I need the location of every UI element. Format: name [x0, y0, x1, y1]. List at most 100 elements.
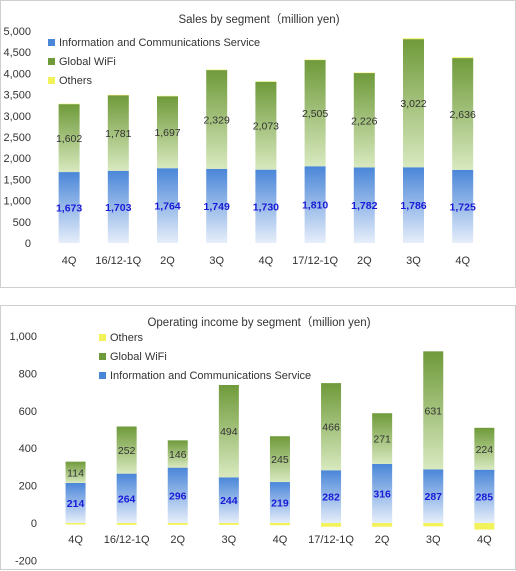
operating-income-chart: Operating income by segment（million yen)…	[1, 306, 516, 571]
y-tick-label: 3,000	[3, 111, 31, 123]
legend-label-wifi: Global WiFi	[59, 56, 116, 68]
data-label-info: 287	[424, 491, 442, 503]
x-category-label: 16/12-1Q	[104, 534, 150, 546]
legend-swatch-info	[48, 39, 55, 46]
x-category-label: 17/12-1Q	[292, 255, 338, 267]
data-label-info: 1,749	[204, 201, 230, 213]
data-label-info: 1,725	[450, 201, 476, 213]
y-tick-label: 5,000	[3, 26, 31, 38]
bar-others-segment	[423, 523, 443, 526]
x-category-label: 17/12-1Q	[308, 534, 354, 546]
legend-label-info: Information and Communications Service	[59, 37, 260, 49]
y-tick-label: 0	[31, 518, 37, 530]
legend-label-others: Others	[59, 75, 93, 87]
data-label-info: 1,786	[400, 200, 426, 212]
x-category-label: 3Q	[222, 534, 237, 546]
bar-others-segment	[219, 523, 239, 525]
data-label-wifi: 224	[476, 444, 494, 456]
bar-others-segment	[403, 38, 424, 39]
y-tick-label: 0	[25, 238, 31, 250]
data-label-info: 285	[476, 491, 494, 503]
y-tick-label: 1,000	[9, 331, 37, 343]
data-label-info: 1,764	[154, 201, 180, 213]
y-tick-label: 800	[19, 368, 37, 380]
data-label-wifi: 146	[169, 449, 187, 461]
chart-title: Sales by segment（million yen)	[178, 13, 339, 26]
data-label-info: 219	[271, 498, 289, 510]
sales-chart: Sales by segment（million yen) 0 500 1,000 1,…	[1, 1, 516, 289]
legend-swatch-wifi	[48, 58, 55, 65]
x-category-label: 4Q	[62, 255, 77, 267]
y-tick-label: 500	[13, 217, 31, 229]
y-tick-label: 1,500	[3, 174, 31, 186]
sales-chart-panel: Sales by segment（million yen) 0 500 1,000 1,…	[0, 0, 516, 288]
data-label-info: 214	[67, 498, 85, 510]
x-category-label: 16/12-1Q	[95, 255, 141, 267]
x-category-label: 2Q	[375, 534, 390, 546]
data-label-wifi: 114	[67, 467, 84, 479]
x-category-label: 4Q	[68, 534, 83, 546]
bar-others-segment	[452, 57, 473, 58]
bar-others-segment	[321, 523, 341, 527]
y-tick-label: 4,500	[3, 47, 31, 59]
x-category-label: 2Q	[170, 534, 185, 546]
data-label-wifi: 271	[373, 434, 391, 446]
bar-others-segment	[168, 523, 188, 525]
legend-swatch-wifi	[99, 353, 106, 360]
data-label-wifi: 2,073	[253, 121, 279, 133]
data-label-info: 296	[169, 490, 187, 502]
x-category-label: 3Q	[209, 255, 224, 267]
bar-others-segment	[270, 523, 290, 525]
y-tick-label: 3,500	[3, 90, 31, 102]
x-category-label: 2Q	[160, 255, 175, 267]
y-tick-label: 200	[19, 481, 37, 493]
x-category-label: 3Q	[406, 255, 421, 267]
y-tick-label: 1,000	[3, 196, 31, 208]
data-label-wifi: 252	[118, 445, 136, 457]
x-category-label: 4Q	[477, 534, 492, 546]
bar-others-segment	[372, 523, 392, 527]
legend-label-info: Information and Communications Service	[110, 370, 311, 382]
y-tick-label: 2,000	[3, 153, 31, 165]
y-tick-label: 4,000	[3, 68, 31, 80]
data-label-wifi: 2,636	[450, 109, 476, 121]
bar-others-segment	[66, 523, 86, 524]
data-label-info: 282	[322, 492, 340, 504]
bar-others-segment	[117, 523, 137, 525]
bar-others-segment	[474, 523, 494, 530]
data-label-wifi: 2,329	[204, 114, 230, 126]
data-label-info: 1,782	[351, 200, 377, 212]
y-tick-label: 400	[19, 443, 37, 455]
data-label-info: 264	[118, 493, 136, 505]
chart-title: Operating income by segment（million yen)	[147, 316, 370, 329]
operating-income-chart-panel: Operating income by segment（million yen)…	[0, 305, 516, 570]
data-label-wifi: 1,781	[105, 128, 131, 140]
data-label-info: 316	[373, 488, 391, 500]
x-category-label: 3Q	[426, 534, 441, 546]
x-category-label: 4Q	[455, 255, 470, 267]
legend-label-others: Others	[110, 332, 144, 344]
data-label-info: 1,673	[56, 203, 82, 215]
data-label-info: 244	[220, 495, 238, 507]
x-category-label: 2Q	[357, 255, 372, 267]
x-category-label: 4Q	[259, 255, 274, 267]
legend-label-wifi: Global WiFi	[110, 351, 167, 363]
x-category-label: 4Q	[273, 534, 288, 546]
data-label-wifi: 631	[424, 405, 442, 417]
data-label-wifi: 2,226	[351, 115, 377, 127]
data-label-wifi: 2,505	[302, 108, 328, 120]
legend-swatch-others	[48, 77, 55, 84]
legend-swatch-others	[99, 334, 106, 341]
data-label-info: 1,703	[105, 202, 131, 214]
legend-swatch-info	[99, 372, 106, 379]
data-label-wifi: 466	[322, 422, 340, 434]
data-label-wifi: 1,602	[56, 133, 82, 145]
data-label-wifi: 245	[271, 454, 289, 466]
y-tick-label: -200	[15, 555, 37, 567]
y-tick-label: 2,500	[3, 132, 31, 144]
data-label-info: 1,730	[253, 201, 279, 213]
data-label-wifi: 1,697	[154, 127, 180, 139]
data-label-wifi: 3,022	[400, 98, 426, 110]
y-tick-label: 600	[19, 406, 37, 418]
data-label-info: 1,810	[302, 200, 328, 212]
